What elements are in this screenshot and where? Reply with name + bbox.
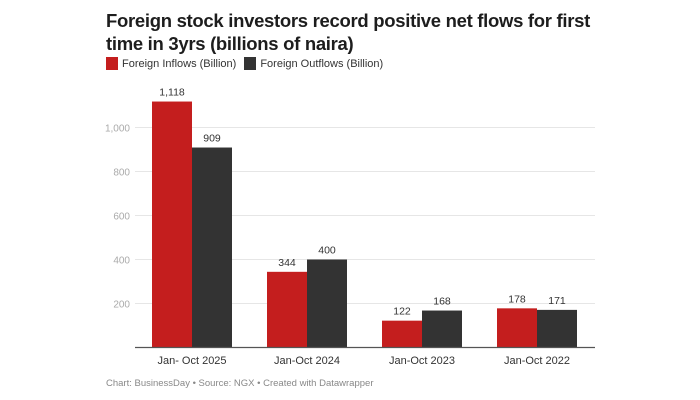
legend-swatch-inflows bbox=[106, 57, 118, 70]
data-label: 168 bbox=[433, 296, 451, 308]
data-label: 171 bbox=[548, 295, 566, 307]
bar-inflows bbox=[497, 308, 537, 348]
legend-item-outflows: Foreign Outflows (Billion) bbox=[244, 57, 383, 70]
legend-label-outflows: Foreign Outflows (Billion) bbox=[260, 57, 384, 70]
x-tick-label: Jan-Oct 2023 bbox=[389, 355, 455, 367]
chart-title: Foreign stock investors record positive … bbox=[106, 10, 590, 54]
bar-inflows bbox=[267, 271, 307, 348]
y-tick-label: 800 bbox=[113, 168, 130, 179]
data-label: 1,118 bbox=[159, 87, 185, 99]
y-tick-label: 200 bbox=[113, 300, 130, 311]
bar-inflows bbox=[382, 320, 422, 348]
x-tick-label: Jan-Oct 2022 bbox=[504, 355, 570, 367]
x-tick-label: Jan- Oct 2025 bbox=[157, 355, 226, 367]
bar-outflows bbox=[537, 309, 577, 348]
data-label: 400 bbox=[318, 245, 336, 257]
bar-outflows bbox=[192, 147, 232, 348]
legend: Foreign Inflows (Billion) Foreign Outflo… bbox=[106, 57, 383, 70]
y-tick-label: 600 bbox=[113, 212, 130, 223]
y-tick-label: 1,000 bbox=[105, 124, 130, 135]
legend-item-inflows: Foreign Inflows (Billion) bbox=[106, 57, 236, 70]
data-label: 178 bbox=[508, 293, 526, 305]
legend-label-inflows: Foreign Inflows (Billion) bbox=[122, 57, 237, 70]
x-tick-label: Jan-Oct 2024 bbox=[274, 355, 340, 367]
bar-outflows bbox=[422, 310, 462, 348]
y-tick-label: 400 bbox=[113, 256, 130, 267]
chart-footer: Chart: BusinessDay • Source: NGX • Creat… bbox=[106, 378, 374, 389]
data-label: 344 bbox=[278, 257, 296, 269]
bar-outflows bbox=[307, 259, 347, 348]
legend-swatch-outflows bbox=[244, 57, 257, 70]
data-label: 122 bbox=[393, 306, 411, 318]
bar-inflows bbox=[152, 101, 192, 348]
data-label: 909 bbox=[203, 133, 221, 145]
